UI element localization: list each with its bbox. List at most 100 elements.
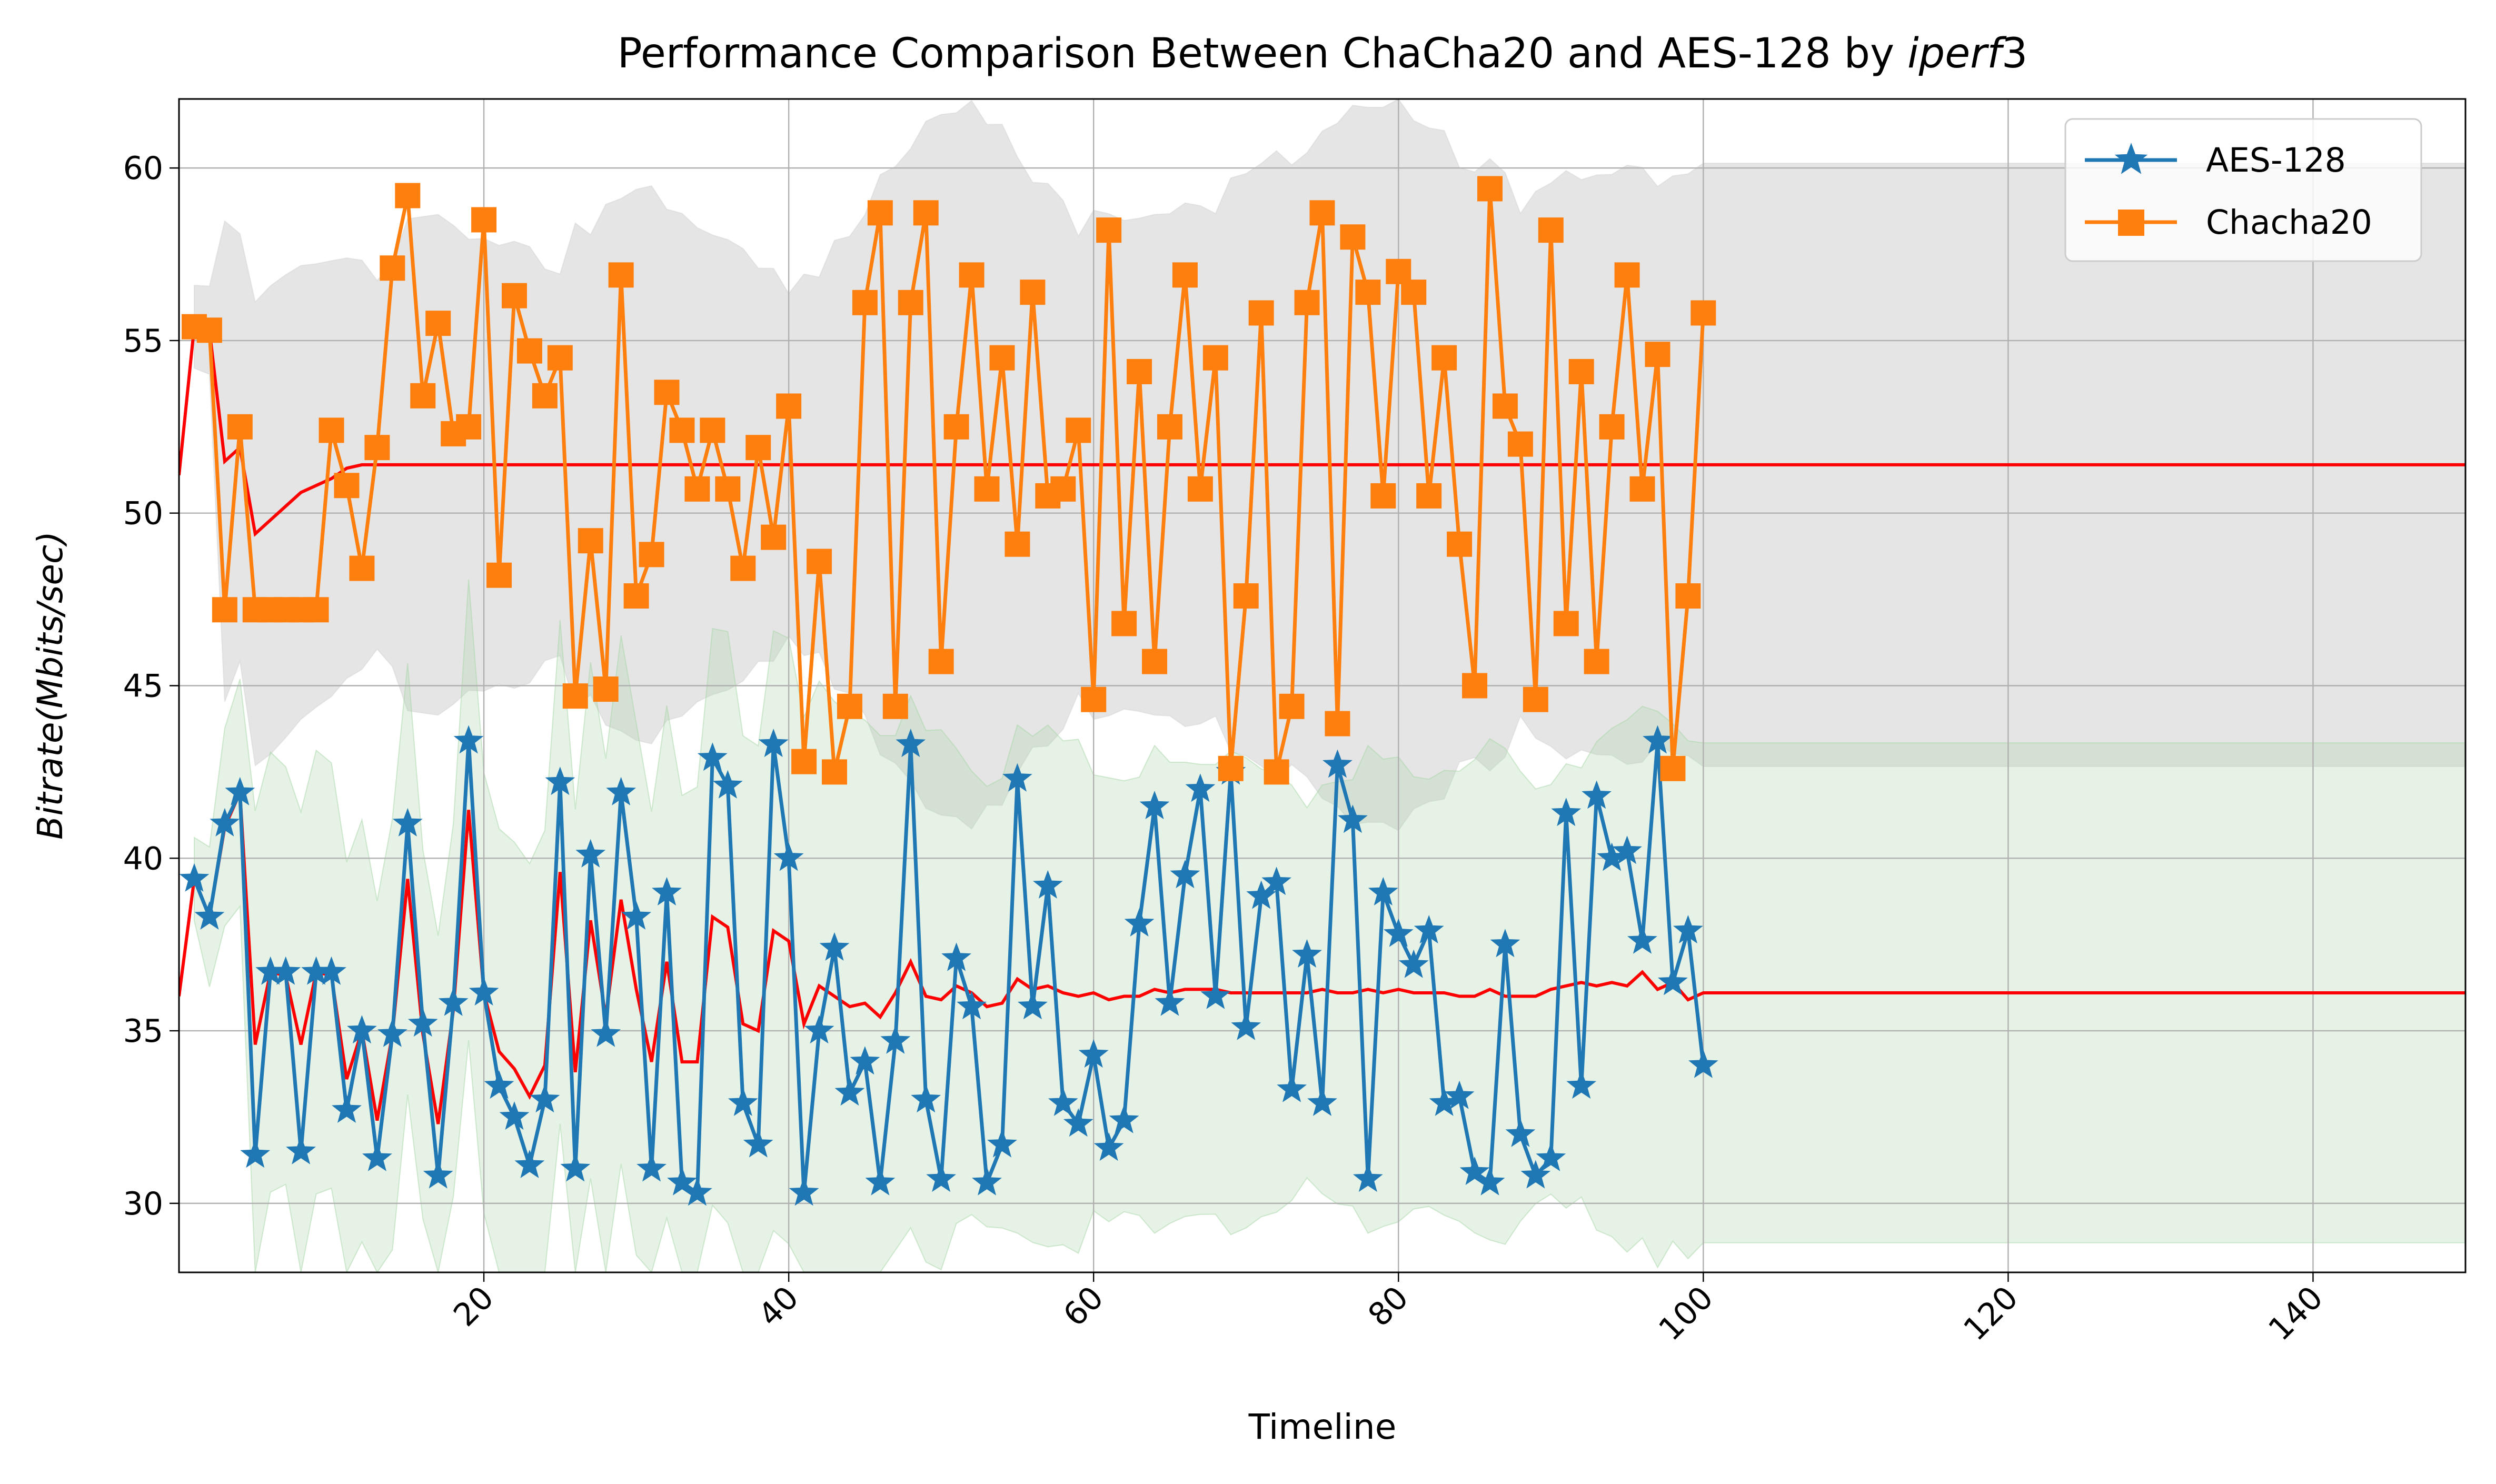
chacha20-point: [715, 476, 741, 502]
chacha20-point: [395, 183, 421, 208]
aes-128-point: [1490, 929, 1520, 958]
aes-128-point: [1063, 1108, 1093, 1137]
aes-128-point: [1353, 1163, 1383, 1192]
aes-128-point: [392, 808, 423, 836]
aes-128-point: [743, 1129, 773, 1158]
chacha20-point: [1294, 290, 1320, 315]
aes-128-point: [316, 956, 346, 985]
aes-128-point: [271, 956, 301, 985]
aes-128-point: [789, 1177, 819, 1206]
aes-128-point: [240, 1139, 271, 1168]
chacha20-point: [1248, 300, 1274, 326]
chacha20-point: [1340, 224, 1366, 250]
aes-128-point: [545, 766, 575, 795]
aes-128-point: [1155, 987, 1185, 1016]
aes-128-point: [1322, 749, 1353, 778]
chacha20-point: [1142, 649, 1168, 674]
aes-128-point: [637, 1153, 667, 1182]
aes-128-point: [621, 901, 652, 930]
aes-128-point: [865, 1167, 896, 1196]
chacha20-point: [821, 759, 847, 785]
x-tick-label: 40: [751, 1279, 806, 1333]
aes-128-point: [286, 1136, 316, 1164]
chacha20-point: [1660, 755, 1686, 781]
aes-128-point: [1536, 1142, 1566, 1171]
chacha20-point: [1370, 483, 1396, 509]
aes-128-point: [514, 1149, 545, 1178]
aes-128-point: [591, 1018, 621, 1047]
chacha20-point: [319, 417, 344, 443]
chacha20-point: [639, 542, 664, 567]
aes-128-point: [225, 776, 255, 805]
chacha20-point: [593, 676, 619, 702]
aes-128-point: [1307, 1087, 1337, 1116]
chacha20-point: [1279, 693, 1305, 719]
aes-128-point: [1505, 1118, 1536, 1147]
aes-128-point: [453, 725, 484, 754]
chacha20-point: [1568, 358, 1594, 384]
legend-chacha-label: Chacha20: [2206, 203, 2372, 242]
y-tick-label: 55: [123, 323, 163, 360]
chacha20-point: [1477, 176, 1503, 202]
aes-128-point: [1109, 1104, 1139, 1133]
aes-128-point: [1612, 835, 1642, 864]
aes-128-point: [972, 1167, 1002, 1196]
series-chacha20: [181, 176, 1716, 785]
chacha20-point: [928, 649, 954, 674]
aes-128-point: [1261, 867, 1292, 895]
x-tick-label: 120: [1957, 1279, 2025, 1348]
chacha20-line: [194, 186, 1705, 774]
chacha20-point: [1492, 393, 1518, 419]
chacha20-point: [1187, 476, 1213, 502]
chacha20-point: [532, 383, 558, 409]
chacha20-point: [501, 283, 527, 308]
chacha20-point: [1005, 531, 1030, 557]
chacha20-point: [913, 200, 939, 226]
aes-128-point: [484, 1070, 514, 1099]
aes-128-point: [804, 1015, 834, 1044]
aes-128-point: [926, 1163, 956, 1192]
chacha20-point: [654, 380, 680, 405]
chacha20-point: [334, 473, 360, 499]
legend: AES-128 Chacha20: [2064, 118, 2422, 262]
chacha20-point: [380, 255, 405, 281]
chacha20-point: [1325, 711, 1350, 736]
chacha20-point: [669, 417, 695, 443]
chacha20-point: [1401, 280, 1427, 305]
legend-box: [2064, 118, 2422, 262]
chacha20-point: [1050, 476, 1076, 502]
aes-128-point: [377, 1018, 407, 1047]
chacha20-point: [623, 583, 649, 609]
chacha20-point: [1096, 217, 1122, 243]
chacha20-point: [837, 693, 862, 719]
chacha20-point: [516, 338, 542, 364]
aes-128-point: [1292, 939, 1322, 968]
chacha20-point: [227, 414, 253, 440]
chacha20-point: [959, 262, 985, 288]
y-tick-label: 50: [123, 495, 163, 532]
aes-128-point: [438, 987, 469, 1016]
chacha20-point: [1127, 358, 1152, 384]
aes-128-point: [1185, 773, 1216, 802]
aes-128-point: [834, 1077, 865, 1106]
chacha20-point: [852, 290, 878, 315]
chart-title-tail: 3: [2002, 30, 2028, 77]
chacha20-point: [989, 345, 1015, 371]
chacha20-point: [943, 414, 969, 440]
y-tick-label: 40: [123, 840, 163, 877]
aes-128-point: [1368, 877, 1398, 906]
chart-title: Performance Comparison Between ChaCha20 …: [618, 30, 2028, 77]
chacha20-point: [1690, 300, 1716, 326]
aes-128-point: [652, 877, 682, 906]
aes-128-point: [728, 1087, 758, 1116]
aes-128-point: [1582, 780, 1612, 809]
aes-128-point: [697, 742, 728, 771]
y-axis-label: Bitrate(Mbits/sec): [30, 531, 71, 840]
aes-128-point: [682, 1177, 712, 1206]
chacha20-point: [1599, 414, 1625, 440]
aes-128-point: [667, 1167, 697, 1196]
aes-128-point: [362, 1142, 392, 1171]
chacha20-point: [1264, 759, 1289, 785]
chacha20-point: [1202, 345, 1228, 371]
